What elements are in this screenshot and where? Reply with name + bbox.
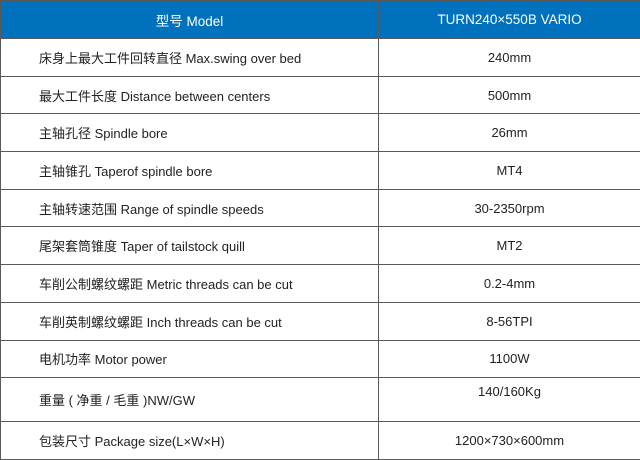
spec-value: MT2: [379, 227, 640, 265]
spec-label: 最大工件长度 Distance between centers: [1, 76, 379, 114]
header-row: 型号 Model TURN240×550B VARIO: [1, 1, 640, 39]
spec-label: 主轴锥孔 Taperof spindle bore: [1, 152, 379, 190]
table-row: 包装尺寸 Package size(L×W×H)1200×730×600mm: [1, 421, 640, 459]
spec-label: 尾架套筒锥度 Taper of tailstock quill: [1, 227, 379, 265]
spec-label: 床身上最大工件回转直径 Max.swing over bed: [1, 39, 379, 77]
spec-value: 240mm: [379, 39, 640, 77]
spec-label: 车削英制螺纹螺距 Inch threads can be cut: [1, 302, 379, 340]
spec-value: MT4: [379, 152, 640, 190]
spec-label: 主轴孔径 Spindle bore: [1, 114, 379, 152]
header-model-value: TURN240×550B VARIO: [379, 1, 640, 39]
spec-value: 140/160Kg: [379, 378, 640, 422]
spec-value: 0.2-4mm: [379, 265, 640, 303]
spec-value: 1200×730×600mm: [379, 421, 640, 459]
spec-label: 车削公制螺纹螺距 Metric threads can be cut: [1, 265, 379, 303]
spec-value: 30-2350rpm: [379, 189, 640, 227]
spec-value: 500mm: [379, 76, 640, 114]
spec-label: 主轴转速范围 Range of spindle speeds: [1, 189, 379, 227]
spec-label: 包装尺寸 Package size(L×W×H): [1, 421, 379, 459]
header-label: 型号 Model: [1, 1, 379, 39]
spec-value: 8-56TPI: [379, 302, 640, 340]
spec-value: 1100W: [379, 340, 640, 378]
spec-label: 电机功率 Motor power: [1, 340, 379, 378]
spec-value: 26mm: [379, 114, 640, 152]
spec-label: 重量 ( 净重 / 毛重 )NW/GW: [1, 378, 379, 422]
